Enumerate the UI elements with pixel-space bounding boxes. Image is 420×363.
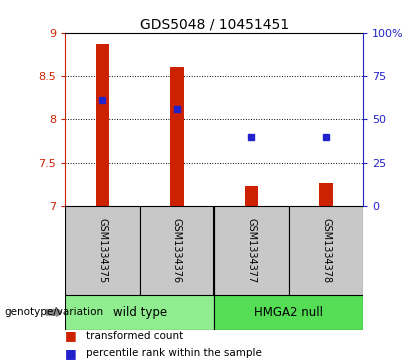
Text: wild type: wild type — [113, 306, 167, 319]
Bar — [245, 186, 258, 206]
Bar — [319, 183, 333, 206]
Title: GDS5048 / 10451451: GDS5048 / 10451451 — [139, 17, 289, 32]
Text: GSM1334377: GSM1334377 — [247, 218, 257, 283]
Bar — [214, 295, 363, 330]
Text: percentile rank within the sample: percentile rank within the sample — [86, 348, 262, 358]
Text: genotype/variation: genotype/variation — [4, 307, 103, 317]
Bar — [65, 206, 139, 295]
Text: HMGA2 null: HMGA2 null — [254, 306, 323, 319]
Bar — [96, 44, 109, 206]
Text: ■: ■ — [65, 347, 77, 360]
Text: GSM1334375: GSM1334375 — [97, 218, 108, 283]
Bar — [214, 206, 289, 295]
Bar — [139, 206, 214, 295]
Text: ■: ■ — [65, 329, 77, 342]
Bar — [170, 67, 184, 206]
Text: GSM1334376: GSM1334376 — [172, 218, 182, 283]
Text: transformed count: transformed count — [86, 331, 183, 340]
Text: GSM1334378: GSM1334378 — [321, 218, 331, 283]
Bar — [65, 295, 214, 330]
Bar — [289, 206, 363, 295]
